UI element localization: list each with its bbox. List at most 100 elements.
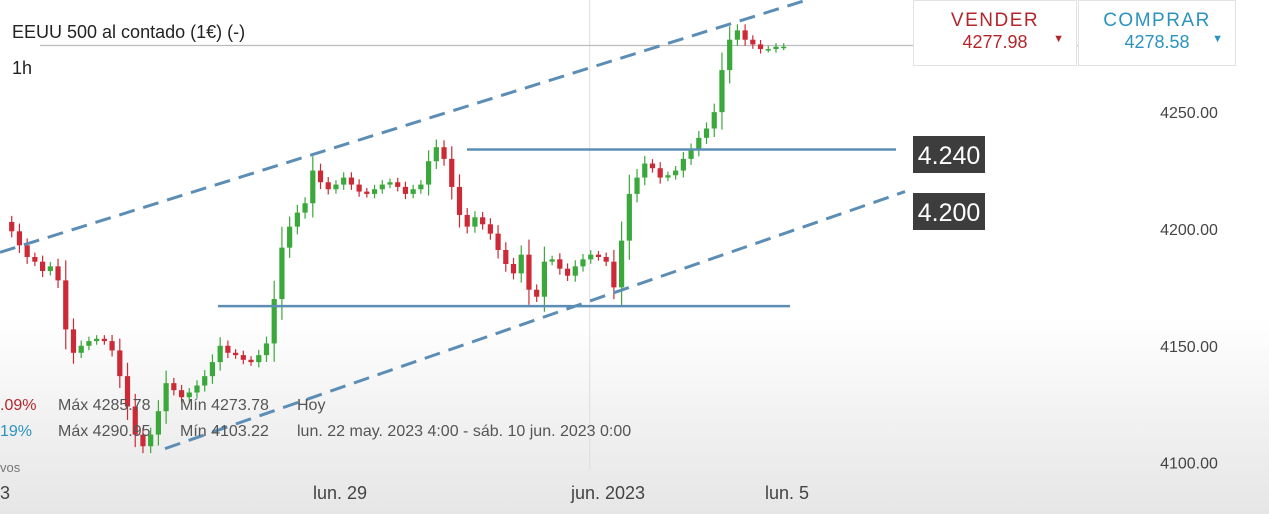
candle-up [294,212,300,227]
candle-down [464,214,470,227]
candle-up [426,161,432,185]
candle-down [356,184,362,192]
candle-up [256,355,262,363]
candle-down [534,289,540,297]
stats-range-period: lun. 22 may. 2023 4:00 - sáb. 10 jun. 20… [297,423,632,440]
timeframe-label[interactable]: 1h [12,58,33,78]
y-tick-label: 4100.00 [1160,456,1218,473]
candle-down [402,186,409,194]
candle-up [572,266,578,276]
level-label-box [913,136,985,173]
y-tick-label: 4150.00 [1160,339,1218,356]
candle-down [564,268,571,276]
candle-up [387,182,393,185]
candle-down [603,257,609,262]
candle-up [472,217,478,227]
drawing-lines[interactable] [0,0,906,451]
candle-up [734,30,740,40]
candle-up [781,46,787,49]
stats-today-change: .09% [0,397,37,414]
buy-button[interactable]: COMPRAR 4278.58 ▼ [1078,0,1236,66]
candle-up [379,184,385,190]
candle-up [703,128,710,138]
candle-down [117,350,123,377]
stats-today-min: Mín 4273.78 [180,397,269,414]
x-axis-label-lun-5: lun. 5 [765,483,810,503]
candle-up [217,345,223,363]
candle-up [310,170,316,204]
stats-range-change: 19% [0,423,33,440]
candle-down [63,280,69,330]
stats-today-max: Máx 4285.78 [58,397,151,414]
candle-down [750,39,756,45]
candle-down [657,168,663,178]
candle-down [456,186,463,215]
candle-down [40,261,46,272]
candle-up [711,112,717,129]
candle-up [209,362,216,377]
candle-up [418,184,424,190]
candle-up [263,343,270,356]
candle-up [155,411,161,435]
candle-down [611,261,617,288]
stats-range-max: Máx 4290.95 [58,423,151,440]
candle-down [16,231,23,246]
candle-down [55,266,61,281]
stats-range-row: 19% Máx 4290.95 Mín 4103.22 lun. 22 may.… [0,423,700,443]
candle-down [649,163,656,169]
x-axis-label-cut: 3 [0,483,11,503]
candle-up [696,137,702,150]
candle-up [626,193,632,241]
candle-up [634,177,640,194]
candle-up [86,341,92,346]
candle-down [225,345,231,353]
level-labels: 4.240 4.200 [913,136,985,230]
candle-down [317,170,324,183]
candle-down [441,147,447,159]
candle-down [101,338,107,342]
stats-today-row: .09% Máx 4285.78 Mín 4273.78 Hoy [0,397,700,417]
candle-down [757,44,764,50]
candle-up [642,163,648,178]
candle-down [449,158,455,187]
candle-down [70,329,77,353]
channel-lower-line[interactable] [164,190,906,451]
candle-up [333,184,339,190]
candle-up [279,247,285,300]
candle-up [619,240,625,288]
candle-up [665,175,671,178]
candle-down [503,249,509,265]
candle-up [588,254,594,260]
level-label-text: 4.240 [918,142,981,170]
level-label-4200: 4.200 [913,193,985,230]
candle-up [433,147,439,162]
candle-down [124,376,131,407]
candle-down [240,355,246,360]
candle-down [348,177,354,185]
candle-down [24,245,30,257]
candle-up [518,254,524,274]
channel-upper-line[interactable] [0,0,845,254]
candle-up [94,338,100,342]
stats-range-min: Mín 4103.22 [180,423,269,440]
instrument-title: EEUU 500 al contado (1€) (-) [12,22,246,42]
candle-up [148,434,154,447]
buy-dropdown-icon[interactable]: ▼ [1212,33,1223,45]
candle-up [410,189,416,194]
sell-dropdown-icon[interactable]: ▼ [1053,33,1064,45]
candle-up [302,203,308,213]
candle-up [719,70,725,113]
candle-down [325,182,331,190]
candle-up [580,259,586,267]
candle-up [341,177,347,185]
candle-down [132,406,138,435]
x-axis-label-lun-29: lun. 29 [313,483,368,503]
candle-down [109,341,115,351]
level-label-text: 4.200 [918,199,981,227]
candle-up [773,46,779,50]
sell-button[interactable]: VENDER 4277.98 ▼ [913,0,1077,66]
candle-down [32,257,38,262]
footer-note: vos [0,460,21,475]
buy-label: COMPRAR [1103,10,1211,31]
